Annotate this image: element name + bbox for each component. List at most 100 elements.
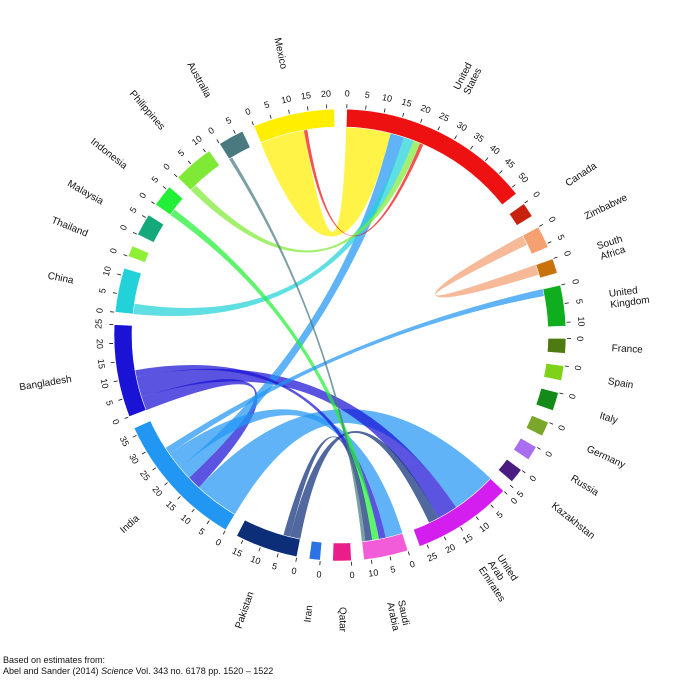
- arc-qatar: [332, 542, 352, 562]
- region-label-line: Thailand: [50, 215, 90, 239]
- arc-layer: [113, 108, 567, 562]
- tick-zimbabwe-0: [539, 224, 544, 227]
- tick-label-saudi-arabia-0: 0: [408, 559, 416, 570]
- arc-india: [133, 420, 236, 531]
- region-label-spain: Spain: [607, 376, 634, 391]
- arc-china: [114, 267, 142, 315]
- tick-mexico-10: [288, 109, 290, 114]
- arc-australia: [219, 130, 251, 160]
- region-label-line: India: [118, 513, 142, 536]
- tick-philippines-10: [202, 148, 206, 153]
- tick-united-kingdom-5: [564, 302, 569, 304]
- tick-united-arab-emirates-25: [426, 544, 429, 549]
- tick-indonesia-0: [151, 201, 155, 205]
- tick-label-germany-0: 0: [556, 424, 567, 432]
- tick-label-philippines-5: 5: [176, 148, 186, 159]
- region-label-line: Germany: [585, 443, 627, 470]
- tick-spain-0: [564, 365, 569, 367]
- arc-russia: [513, 437, 537, 461]
- tick-label-saudi-arabia-10: 10: [368, 567, 379, 578]
- region-label-line: Indonesia: [88, 136, 129, 172]
- tick-label-australia-5: 5: [224, 115, 233, 126]
- tick-label-iran-0: 0: [316, 569, 322, 579]
- tick-united-states-25: [437, 126, 440, 131]
- arc-kazakhstan: [497, 458, 522, 483]
- arc-france: [546, 337, 567, 354]
- region-label-saudi-arabia: SaudiArabia: [385, 599, 413, 632]
- tick-label-mexico-20: 20: [321, 89, 332, 100]
- region-label-philippines: Philippines: [127, 88, 167, 132]
- tick-label-bangladesh-15: 15: [96, 358, 107, 369]
- tick-australia-5: [233, 129, 236, 134]
- tick-label-philippines-10: 10: [190, 133, 204, 147]
- region-label-china: China: [47, 270, 75, 286]
- tick-label-zimbabwe-5: 5: [555, 233, 566, 242]
- tick-kazakhstan-0: [521, 470, 526, 474]
- tick-united-states-35: [470, 145, 474, 150]
- tick-label-bangladesh-25: 25: [93, 319, 103, 329]
- tick-label-qatar-0: 0: [349, 570, 355, 580]
- tick-label-united-states-20: 20: [419, 103, 432, 116]
- tick-india-35: [132, 435, 137, 438]
- tick-canada-0: [524, 200, 529, 204]
- tick-label-saudi-arabia-5: 5: [389, 564, 396, 575]
- flow-bangladesh-to-united-arab-emirates: [136, 368, 457, 519]
- tick-malaysia-0: [132, 231, 137, 235]
- region-label-line: Kingdom: [610, 294, 651, 310]
- tick-china-5: [112, 292, 117, 294]
- tick-label-thailand-0: 0: [108, 247, 119, 255]
- tick-label-united-arab-emirates-20: 20: [444, 542, 457, 555]
- tick-saudi-arabia-10: [371, 559, 373, 564]
- tick-label-malaysia-0: 0: [118, 223, 129, 232]
- tick-label-pakistan-10: 10: [249, 554, 262, 567]
- tick-mexico-0: [251, 121, 254, 126]
- tick-label-italy-0: 0: [567, 393, 578, 400]
- tick-label-kazakhstan-0: 0: [527, 474, 538, 484]
- source-citation: Vol. 343 no. 6178 pp. 1520 – 1522: [135, 666, 274, 676]
- tick-label-united-states-40: 40: [488, 142, 502, 156]
- tick-mexico-5: [269, 114, 272, 119]
- region-label-iran: Iran: [302, 605, 315, 623]
- tick-label-united-states-5: 5: [364, 90, 370, 101]
- region-label-line: Malaysia: [65, 178, 105, 207]
- tick-pakistan-15: [240, 540, 244, 544]
- region-label-united-states: UnitedStates: [452, 61, 485, 97]
- region-label-line: Qatar: [337, 607, 348, 633]
- flow-mexico-to-united-states: [260, 127, 391, 237]
- tick-united-kingdom-0: [561, 283, 566, 286]
- tick-pakistan-10: [258, 547, 261, 552]
- tick-india-5: [206, 520, 210, 525]
- tick-label-zimbabwe-0: 0: [547, 215, 558, 224]
- tick-label-united-arab-emirates-10: 10: [477, 520, 491, 534]
- region-label-line: Canada: [563, 160, 599, 189]
- arc-south-africa: [535, 258, 558, 279]
- tick-label-united-kingdom-5: 5: [574, 298, 585, 304]
- region-label-line: Philippines: [127, 88, 167, 132]
- tick-label-pakistan-5: 5: [271, 561, 279, 572]
- tick-russia-0: [537, 447, 541, 450]
- region-label-line: Russia: [569, 473, 601, 499]
- region-label-line: China: [47, 270, 75, 286]
- region-label-line: United: [608, 285, 638, 300]
- tick-india-10: [191, 508, 195, 513]
- tick-label-malaysia-5: 5: [128, 205, 139, 214]
- tick-zimbabwe-5: [547, 241, 552, 244]
- tick-label-india-20: 20: [150, 484, 164, 498]
- region-label-italy: Italy: [598, 410, 619, 426]
- region-label-line: Spain: [607, 376, 634, 391]
- arc-united-states: [345, 108, 517, 206]
- tick-label-mexico-0: 0: [244, 106, 252, 117]
- ribbon-layer: [133, 127, 545, 542]
- tick-label-mexico-15: 15: [300, 90, 311, 101]
- tick-india-20: [164, 482, 168, 486]
- arc-thailand: [127, 245, 150, 263]
- tick-italy-0: [559, 392, 564, 395]
- region-label-line: Zimbabwe: [583, 192, 630, 222]
- tick-label-spain-0: 0: [573, 365, 584, 371]
- region-label-line: Kazakhstan: [549, 500, 597, 541]
- region-label-south-africa: SouthAfrica: [596, 233, 628, 262]
- arc-united-kingdom: [542, 284, 567, 328]
- tick-bangladesh-0: [124, 416, 129, 419]
- tick-label-india-10: 10: [179, 512, 193, 526]
